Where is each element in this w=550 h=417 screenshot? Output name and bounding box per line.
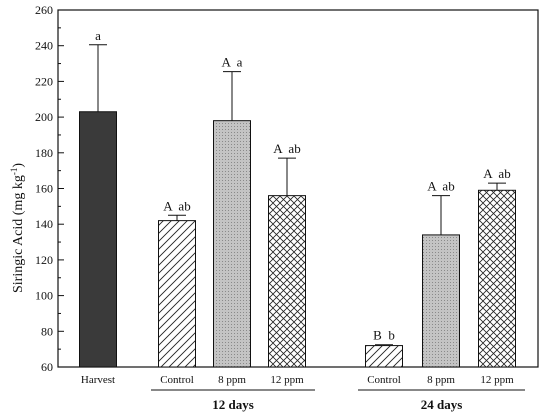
group-label: 12 days	[212, 397, 254, 412]
significance-label: B b	[373, 328, 395, 343]
significance-label: A ab	[483, 166, 510, 181]
significance-label: A ab	[163, 198, 190, 213]
bar	[422, 234, 460, 368]
category-label: 12 ppm	[480, 374, 514, 386]
bar	[79, 111, 117, 368]
y-tick-label: 240	[35, 39, 53, 53]
group-label: 24 days	[421, 397, 463, 412]
bar	[478, 189, 516, 368]
significance-label: A ab	[427, 179, 454, 194]
y-tick-label: 260	[35, 3, 53, 17]
y-tick-label: 220	[35, 74, 53, 88]
category-label: 8 ppm	[218, 374, 246, 386]
y-axis-title-sup: -1	[9, 168, 19, 176]
y-tick-label: 100	[35, 289, 53, 303]
y-tick-label: 80	[41, 324, 53, 338]
y-tick-label: 140	[35, 217, 53, 231]
significance-label: A ab	[273, 141, 300, 156]
bar	[268, 195, 306, 368]
category-label: Control	[367, 374, 401, 386]
bar	[158, 220, 196, 368]
category-label: Control	[160, 374, 194, 386]
labels: a Harvest A ab Control A a 8 ppm A ab 12 ppm B b…	[81, 28, 525, 412]
category-label: Harvest	[81, 374, 115, 386]
bar	[213, 120, 251, 368]
y-axis-title: Siringic Acid (mg kg-1)	[9, 163, 26, 293]
bar	[365, 345, 403, 368]
y-axis-title-main: Siringic Acid (mg kg	[11, 175, 26, 293]
y-tick-label: 160	[35, 182, 53, 196]
significance-label: A a	[222, 55, 243, 70]
y-tick-label: 180	[35, 146, 53, 160]
category-label: 12 ppm	[270, 374, 304, 386]
category-label: 8 ppm	[427, 374, 455, 386]
y-tick-label: 200	[35, 110, 53, 124]
y-tick-label: 120	[35, 253, 53, 267]
significance-label: a	[95, 28, 101, 43]
y-axis-title-close: )	[11, 163, 26, 168]
y-tick-label: 60	[41, 360, 53, 374]
bars	[79, 44, 516, 368]
